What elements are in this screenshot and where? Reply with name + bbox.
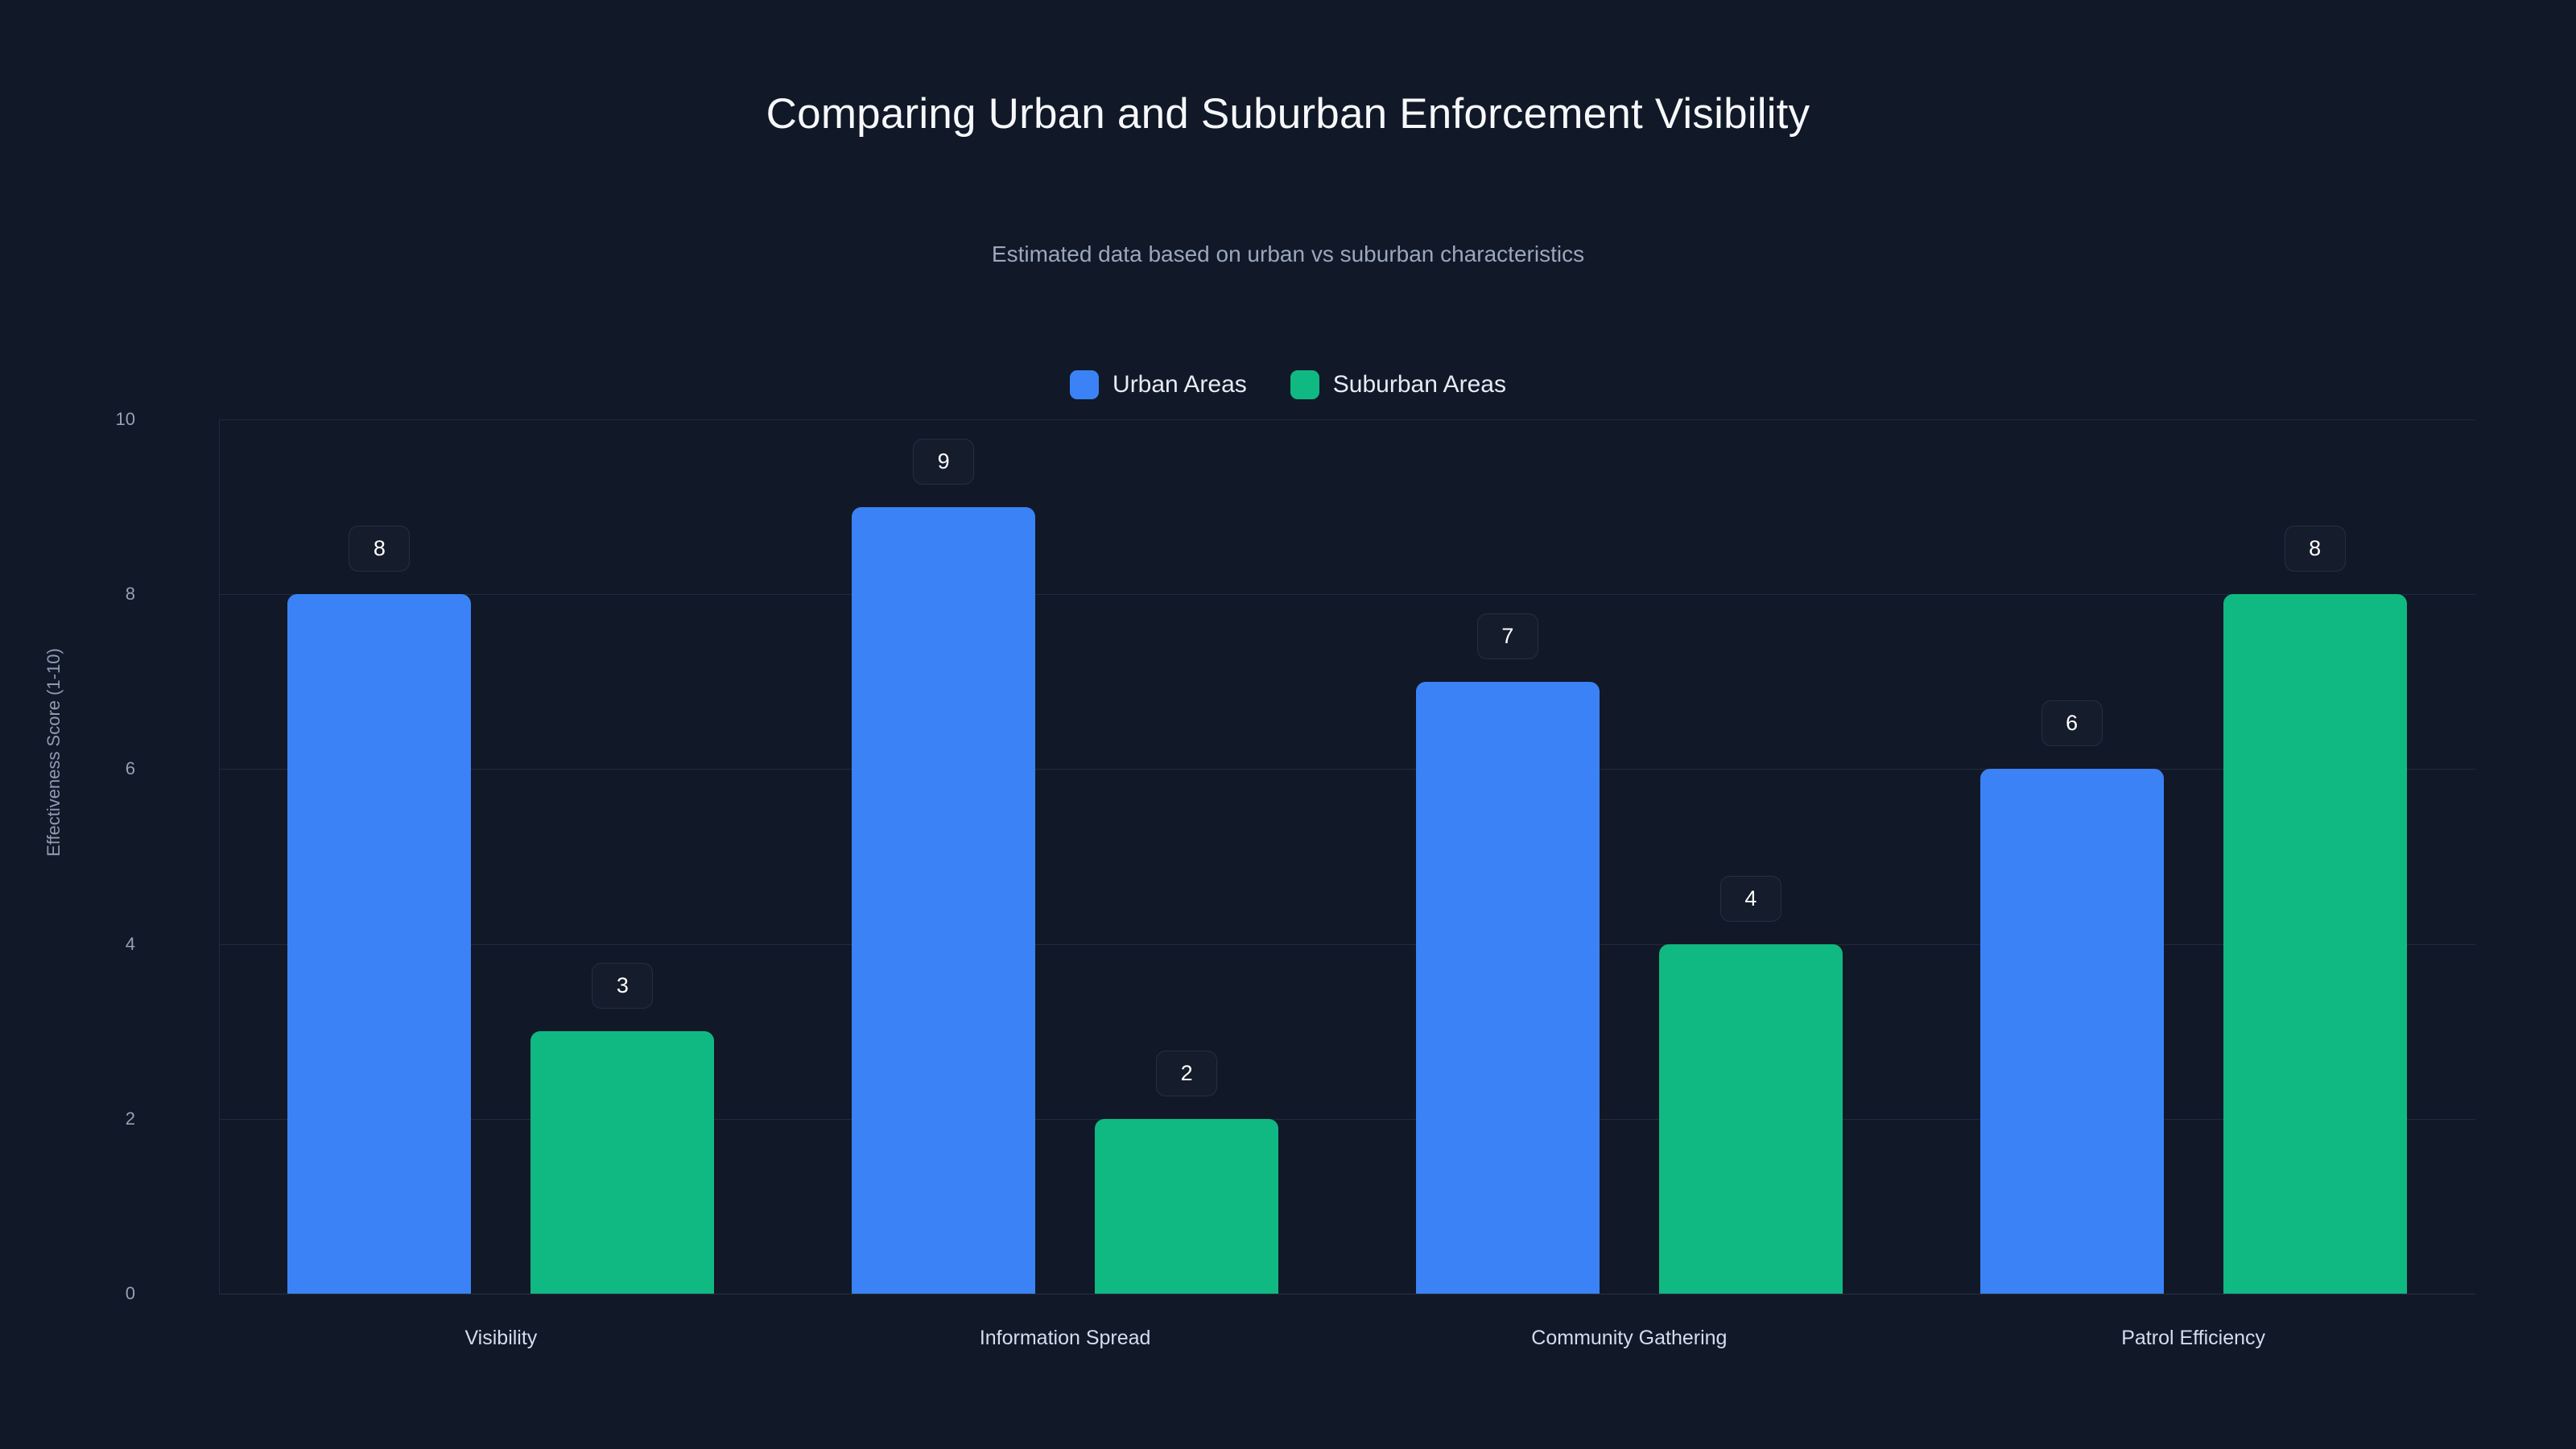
value-badge: 2 <box>1156 1050 1218 1096</box>
legend-swatch-icon <box>1290 370 1319 399</box>
legend-label: Suburban Areas <box>1332 371 1506 398</box>
gridline-4 <box>219 943 2475 945</box>
legend-swatch-icon <box>1070 370 1100 399</box>
x-tick-label: Community Gathering <box>1531 1327 1728 1349</box>
value-badge: 9 <box>913 438 975 485</box>
value-badge: 6 <box>2041 700 2103 747</box>
bar-community-gathering-urban-areas[interactable] <box>1415 681 1600 1294</box>
x-tick-label: Information Spread <box>979 1327 1151 1349</box>
chart-subtitle: Estimated data based on urban vs suburba… <box>991 242 1585 266</box>
legend-label: Urban Areas <box>1113 371 1247 398</box>
plot-area <box>219 419 2475 1294</box>
bar-visibility-urban-areas[interactable] <box>287 594 472 1294</box>
value-badge: 8 <box>349 526 411 572</box>
x-tick-label: Visibility <box>464 1327 538 1349</box>
y-tick-label: 2 <box>125 1108 135 1129</box>
legend-item-1[interactable]: Urban Areas <box>1070 370 1247 399</box>
bar-community-gathering-suburban-areas[interactable] <box>1658 943 1843 1294</box>
y-tick-label: 4 <box>125 933 135 954</box>
y-tick-label: 0 <box>125 1283 135 1303</box>
bar-patrol-efficiency-suburban-areas[interactable] <box>2223 594 2407 1294</box>
legend-item-2[interactable]: Suburban Areas <box>1290 370 1506 399</box>
y-tick-label: 6 <box>125 758 135 779</box>
gridline-2 <box>219 1118 2475 1120</box>
value-badge: 8 <box>2284 526 2346 572</box>
bar-patrol-efficiency-urban-areas[interactable] <box>1979 769 2164 1294</box>
value-badge: 4 <box>1719 875 1781 922</box>
gridline-10 <box>219 419 2475 420</box>
y-axis-line <box>219 419 220 1294</box>
y-tick-label: 8 <box>125 584 135 605</box>
bar-visibility-suburban-areas[interactable] <box>530 1031 715 1294</box>
bar-information-spread-suburban-areas[interactable] <box>1095 1118 1279 1294</box>
gridline-8 <box>219 594 2475 596</box>
y-tick-label: 10 <box>115 409 135 429</box>
value-badge: 7 <box>1476 613 1538 659</box>
y-axis-title: Effectiveness Score (1-10) <box>43 648 64 857</box>
value-badge: 3 <box>592 963 654 1009</box>
bar-information-spread-urban-areas[interactable] <box>852 506 1036 1294</box>
x-tick-label: Patrol Efficiency <box>2121 1327 2266 1349</box>
gridline-6 <box>219 769 2475 770</box>
chart-legend: Urban Areas Suburban Areas <box>0 370 2576 399</box>
chart-title: Comparing Urban and Suburban Enforcement… <box>766 90 1810 138</box>
